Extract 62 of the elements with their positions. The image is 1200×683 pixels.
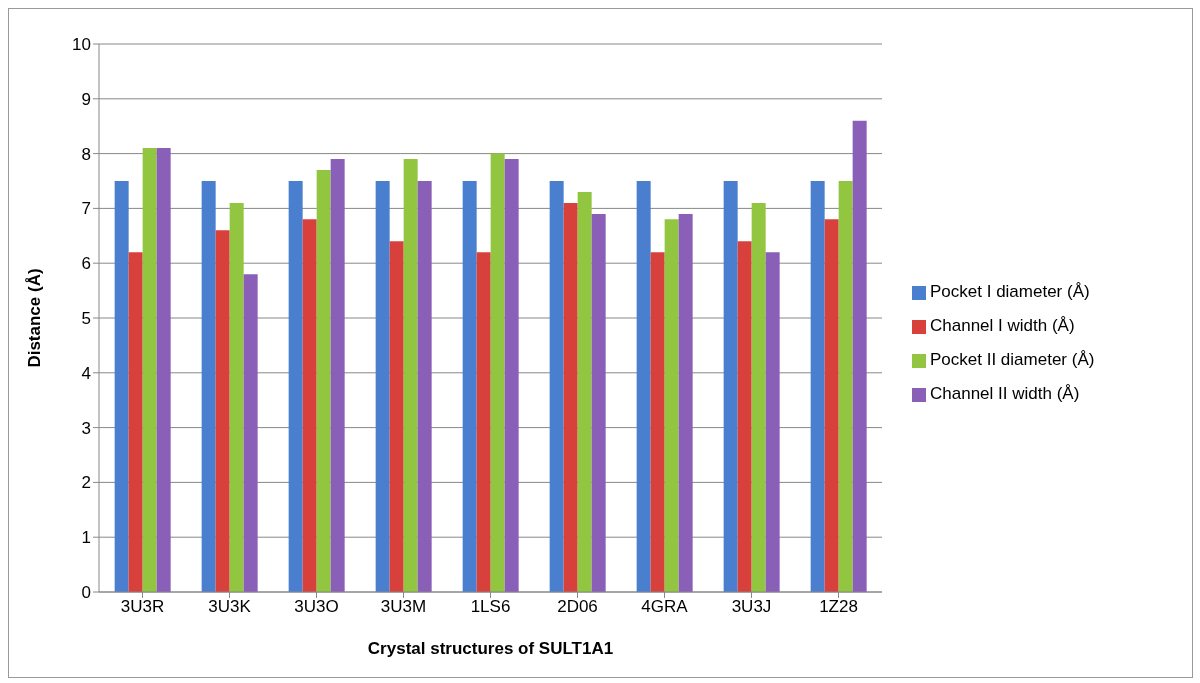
y-tick-label: 10 [72,35,91,55]
bar [723,181,738,592]
bar [375,181,390,592]
x-tick-label: 1Z28 [819,597,858,617]
bar [549,181,564,592]
x-tick-label: 3U3R [120,597,165,617]
bar [591,213,606,592]
legend-label: Channel I width (Å) [930,316,1075,335]
y-axis-title: Distance (Å) [25,268,45,368]
bar [650,252,665,592]
bar [229,202,244,592]
y-tick-label: 7 [81,199,91,219]
y-tick-label: 8 [81,144,91,164]
y-tick-label: 4 [81,363,91,383]
x-tick-label: 1LS6 [470,597,511,617]
bar [490,153,505,592]
bar [302,219,317,592]
bar [316,170,331,592]
bar [504,159,519,592]
bar [201,181,216,592]
x-tick-label: 4GRA [641,597,689,617]
bar [142,148,157,592]
bar [751,202,766,592]
bar [389,241,404,592]
bar [852,120,867,592]
legend-label: Pocket I diameter (Å) [930,282,1090,301]
bar [810,181,825,592]
bar [838,181,853,592]
legend-label: Channel II width (Å) [930,384,1080,403]
bar [476,252,491,592]
bar [156,148,171,592]
bar [636,181,651,592]
bar [114,181,129,592]
bar [563,202,578,592]
x-tick-label: 3U3M [380,597,427,617]
x-tick-label: 3U3O [294,597,339,617]
y-tick-label: 6 [81,254,91,274]
x-tick-label: 3U3J [731,597,772,617]
bar [330,159,345,592]
bar [824,219,839,592]
bar [664,219,679,592]
bar [462,181,477,592]
bar [128,252,143,592]
x-tick-label: 3U3K [208,597,252,617]
bar [243,274,258,592]
y-tick-label: 2 [81,473,91,493]
y-tick-label: 9 [81,89,91,109]
legend-label: Pocket II diameter (Å) [930,350,1095,369]
y-tick-label: 1 [81,528,91,548]
bar [765,252,780,592]
bar [678,213,693,592]
bar [403,159,418,592]
x-tick-label: 2D06 [557,597,598,617]
bar [417,181,432,592]
bar [288,181,303,592]
y-tick-label: 0 [81,583,91,603]
x-axis-title: Crystal structures of SULT1A1 [367,639,614,658]
bar [737,241,752,592]
y-tick-label: 3 [81,418,91,438]
bar [577,191,592,592]
bar [215,230,230,592]
y-tick-label: 5 [81,309,91,329]
